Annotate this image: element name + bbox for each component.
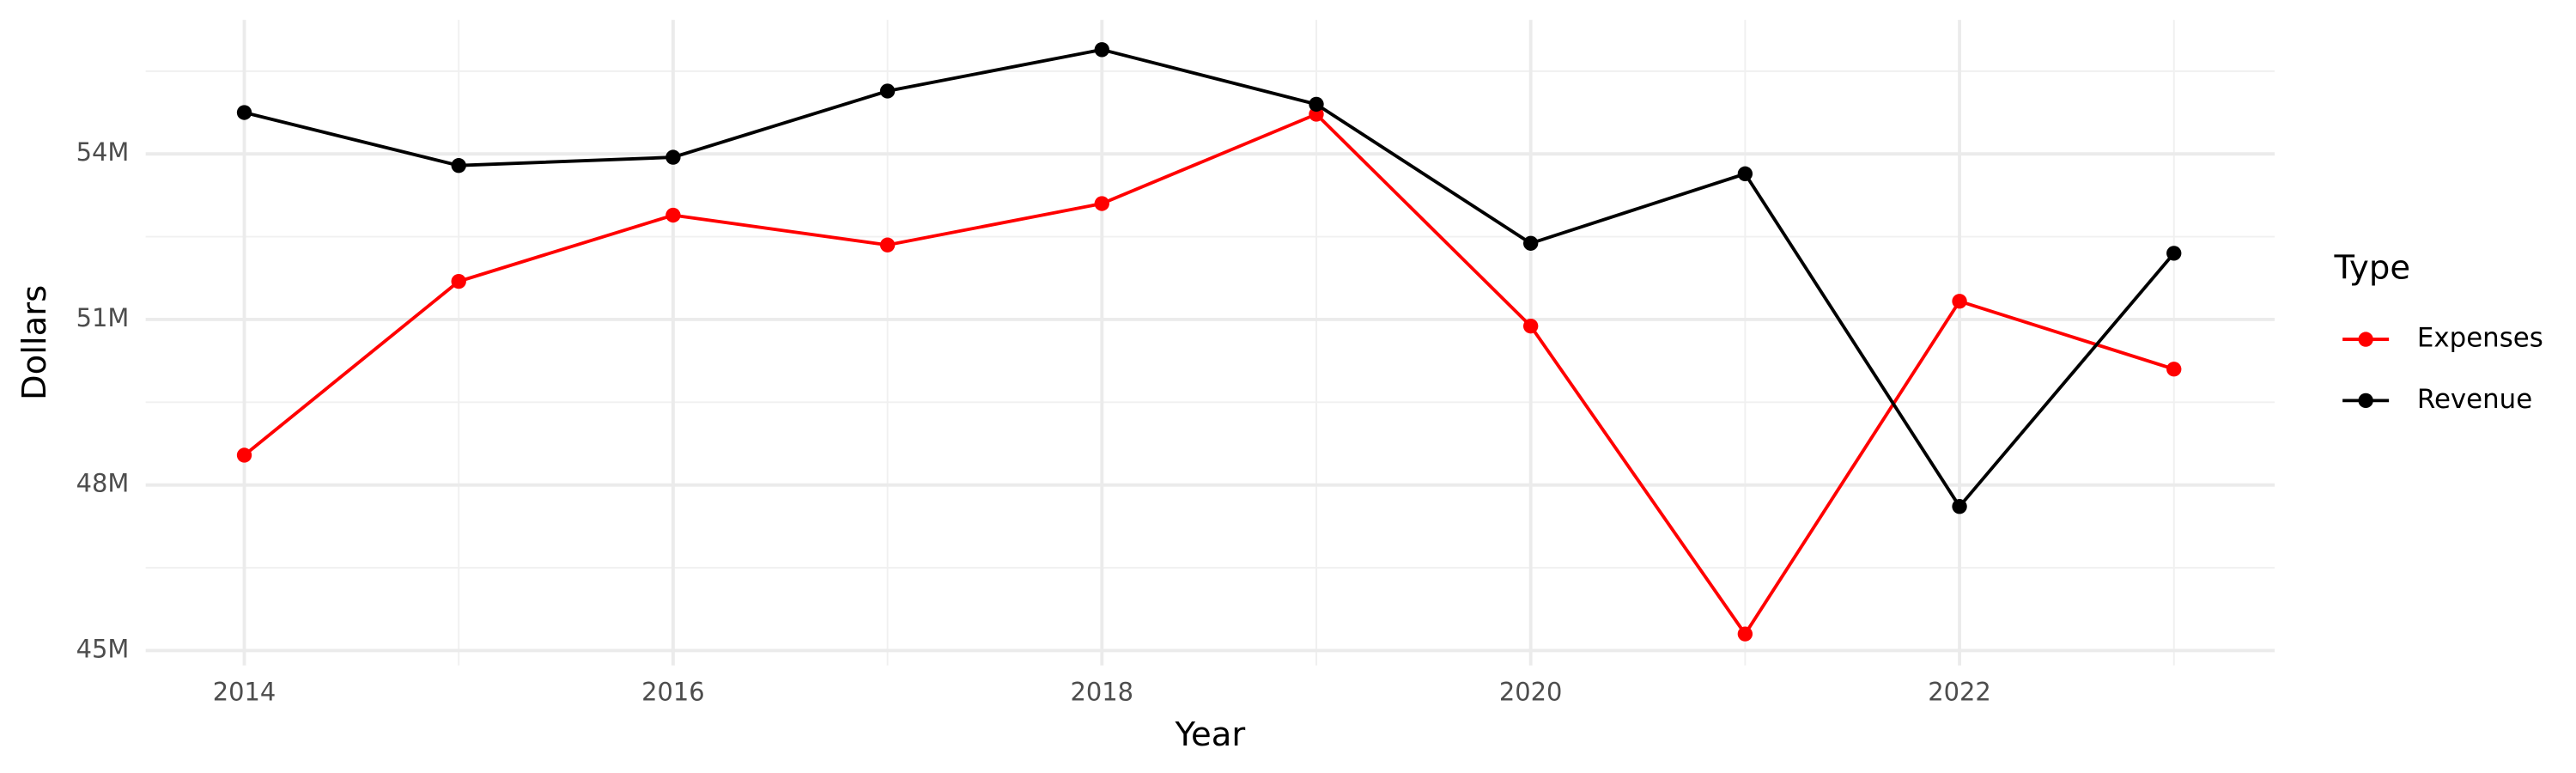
data-point	[1952, 294, 1967, 309]
data-point	[451, 273, 466, 289]
legend-label: Revenue	[2417, 384, 2532, 415]
x-tick-label: 2020	[1499, 677, 1563, 706]
data-point	[1737, 626, 1753, 642]
data-point	[879, 83, 896, 99]
y-tick-label: 45M	[76, 634, 130, 663]
data-point	[1094, 42, 1109, 58]
y-tick-label: 54M	[76, 137, 130, 167]
data-point	[879, 237, 896, 253]
series-line	[243, 112, 2175, 637]
x-tick-label: 2018	[1070, 677, 1133, 706]
data-point	[451, 158, 466, 173]
series-line	[244, 47, 2176, 509]
y-tick-label: 48M	[76, 469, 130, 498]
data-point	[665, 149, 681, 165]
legend-marker	[2358, 393, 2373, 409]
legend-label: Expenses	[2417, 323, 2543, 354]
data-point	[1309, 96, 1324, 113]
x-tick-label: 2016	[641, 677, 705, 706]
data-point	[1737, 166, 1753, 182]
y-tick-label: 51M	[76, 303, 130, 332]
data-point	[236, 105, 252, 120]
data-point	[665, 207, 681, 223]
x-axis-title: Year	[1175, 715, 1246, 754]
data-point	[236, 447, 252, 463]
y-axis-title: Dollars	[15, 285, 54, 400]
data-point	[1522, 318, 1539, 334]
data-point	[2166, 362, 2182, 377]
data-point	[1952, 499, 1967, 514]
x-tick-label: 2014	[213, 677, 276, 706]
data-point	[1094, 196, 1109, 211]
legend-marker	[2358, 332, 2373, 347]
legend-title: Type	[2334, 249, 2411, 288]
x-tick-label: 2022	[1928, 677, 1991, 706]
data-point	[1522, 235, 1539, 251]
data-point	[2166, 246, 2182, 261]
